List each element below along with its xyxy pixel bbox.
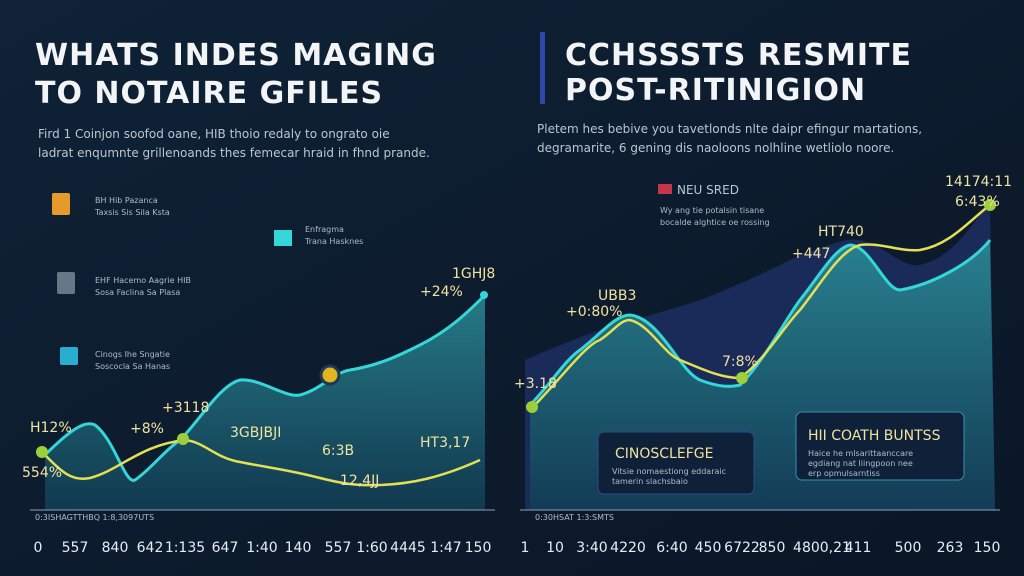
box-text: Vitsie nomaestiong eddaraic bbox=[612, 467, 726, 476]
subtitle: Pletem hes bebive you tavetlonds nlte da… bbox=[537, 122, 922, 136]
point bbox=[736, 372, 748, 384]
label: +8% bbox=[130, 421, 164, 437]
line bbox=[43, 293, 487, 482]
point bbox=[36, 446, 48, 458]
x-label: 4220 bbox=[610, 540, 646, 556]
x-label: 557 bbox=[325, 540, 352, 556]
box bbox=[597, 431, 755, 495]
x-label: 411 bbox=[845, 540, 872, 556]
icon bbox=[60, 347, 78, 365]
x-label: 150 bbox=[465, 540, 492, 556]
icon bbox=[658, 184, 672, 194]
subtitle: ladrat enqumnte grillenoands thes femeca… bbox=[38, 146, 430, 160]
label: H12% bbox=[30, 420, 72, 436]
x-label: 0 bbox=[34, 540, 43, 556]
legend-text: Soscocla Sa Hanas bbox=[95, 362, 170, 371]
legend-title: EHF Hacemo Aagrie HIB bbox=[95, 276, 191, 285]
icon bbox=[274, 230, 292, 246]
legend-title: BH Hib Pazanca bbox=[95, 196, 158, 205]
x-label: 6722 bbox=[724, 540, 760, 556]
title: POST-RITINIGION bbox=[565, 73, 866, 108]
x-label: 1:40 bbox=[246, 540, 277, 556]
area bbox=[45, 295, 485, 510]
subtitle: degramarite, 6 gening dis naoloons nolhl… bbox=[537, 141, 894, 155]
label: HT740 bbox=[818, 224, 864, 240]
box-text: egdiang nat liingpoon nee bbox=[808, 459, 913, 468]
label: HT3,17 bbox=[420, 435, 470, 451]
label: +3.18 bbox=[514, 376, 557, 392]
legend-text: Taxsis Sis Sila Ksta bbox=[94, 208, 170, 217]
box-text: erp opmulsarntiss bbox=[808, 469, 880, 478]
x-label: 150 bbox=[974, 540, 1001, 556]
label: +0:80% bbox=[566, 304, 622, 320]
x-label: 647 bbox=[212, 540, 239, 556]
axis-note: 0:30HSAT 1:3:SMTS bbox=[535, 513, 614, 522]
box-text: Haice he mlsarittaanccare bbox=[808, 449, 913, 458]
x-label: 1 bbox=[521, 540, 530, 556]
label: +447 bbox=[792, 246, 830, 262]
label: 1GHJ8 bbox=[452, 266, 495, 282]
title: WHATS INDES MAGING bbox=[35, 38, 437, 73]
box-text: tamerin slachsbaio bbox=[612, 477, 688, 486]
title: CCHSSSTS RESMITE bbox=[565, 38, 912, 73]
label: 7:8% bbox=[722, 354, 758, 370]
x-label: 1:47 bbox=[430, 540, 461, 556]
key-text: Trana Hasknes bbox=[304, 237, 363, 246]
x-label: 6:40 bbox=[656, 540, 687, 556]
x-label: 1:135 bbox=[165, 540, 205, 556]
label: UBB3 bbox=[598, 288, 636, 304]
point bbox=[984, 199, 996, 211]
x-label: 557 bbox=[62, 540, 89, 556]
line bbox=[39, 438, 481, 487]
badge-text: Wy ang tie potalsin tisane bbox=[660, 206, 764, 215]
x-label: 4445 bbox=[390, 540, 426, 556]
label: 6:43% bbox=[955, 194, 1000, 210]
x-label: 3:40 bbox=[576, 540, 607, 556]
x-label: 500 bbox=[895, 540, 922, 556]
badge-title: NEU SRED bbox=[677, 183, 739, 197]
box bbox=[795, 411, 965, 481]
x-label: 1:60 bbox=[356, 540, 387, 556]
x-label: 4800,21 bbox=[793, 540, 851, 556]
title: TO NOTAIRE GFILES bbox=[35, 76, 383, 111]
x-label: 140 bbox=[285, 540, 312, 556]
box-title: HII COATH BUNTSS bbox=[808, 428, 941, 444]
label: 3GBJBJI bbox=[230, 425, 281, 441]
x-label: 10 bbox=[546, 540, 564, 556]
legend-title: Cinogs Ihe Sngatie bbox=[95, 350, 170, 359]
x-label: 263 bbox=[937, 540, 964, 556]
point bbox=[526, 401, 538, 413]
label: 12,4JJ bbox=[340, 473, 379, 489]
box-title: CINOSCLEFGE bbox=[615, 446, 713, 462]
legend-text: Sosa Faclina Sa Plasa bbox=[95, 288, 180, 297]
x-label: 850 bbox=[759, 540, 786, 556]
label: 554% bbox=[22, 465, 62, 481]
label: +3118 bbox=[162, 400, 209, 416]
label: 14174:11 bbox=[945, 174, 1012, 190]
x-label: 450 bbox=[695, 540, 722, 556]
divider bbox=[540, 32, 545, 104]
label: 6:3B bbox=[322, 443, 354, 459]
x-label: 840 bbox=[102, 540, 129, 556]
icon bbox=[52, 193, 70, 215]
badge-text: bocalde alghtice oe rossing bbox=[660, 218, 770, 227]
key-title: Enfragma bbox=[305, 225, 344, 234]
axis-note: 0:3ISHAGTTHBQ 1:8,3097UTS bbox=[35, 513, 154, 522]
point bbox=[480, 291, 488, 299]
subtitle: Fird 1 Coinjon soofod oane, HIB thoio re… bbox=[38, 127, 390, 141]
icon bbox=[319, 364, 341, 386]
icon bbox=[57, 272, 75, 294]
x-label: 642 bbox=[137, 540, 164, 556]
point bbox=[177, 433, 189, 445]
label: +24% bbox=[420, 284, 463, 300]
